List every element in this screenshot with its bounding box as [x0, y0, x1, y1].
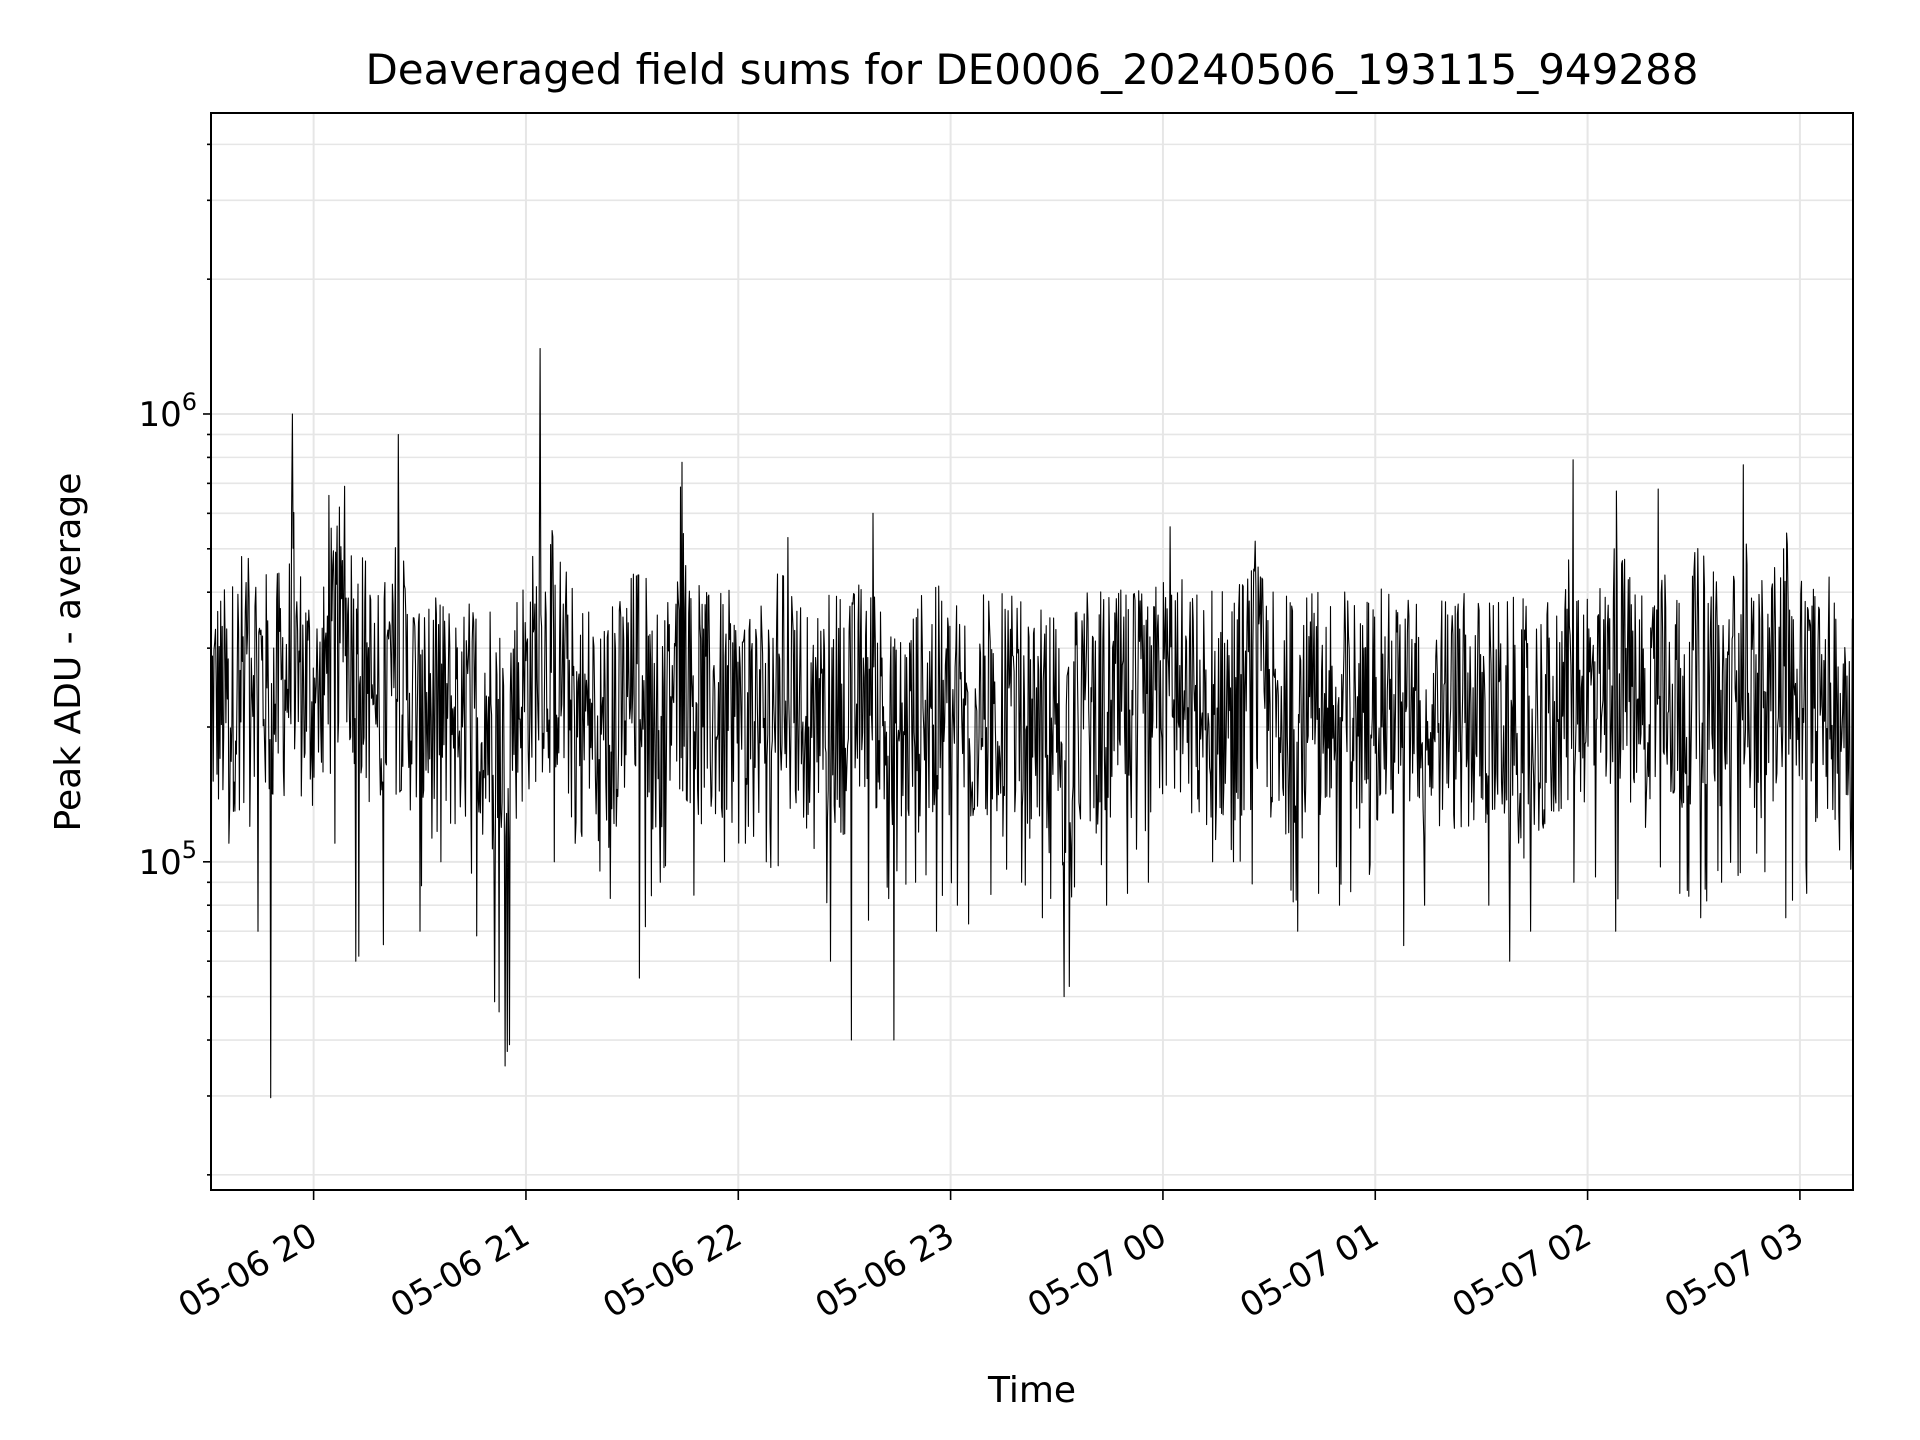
series-path [210, 347, 1854, 1132]
y-axis-ticks: 105 106 [138, 143, 211, 1176]
y-axis-label: Peak ADU - average [48, 473, 89, 832]
plot-frame [210, 112, 1854, 1191]
y-tick-label: 105 [138, 836, 197, 883]
y-tick-label: 106 [138, 388, 197, 435]
series-line [210, 347, 1854, 1132]
x-axis-label: Time [987, 1370, 1076, 1411]
chart-title: Deaveraged field sums for DE0006_2024050… [365, 45, 1698, 94]
